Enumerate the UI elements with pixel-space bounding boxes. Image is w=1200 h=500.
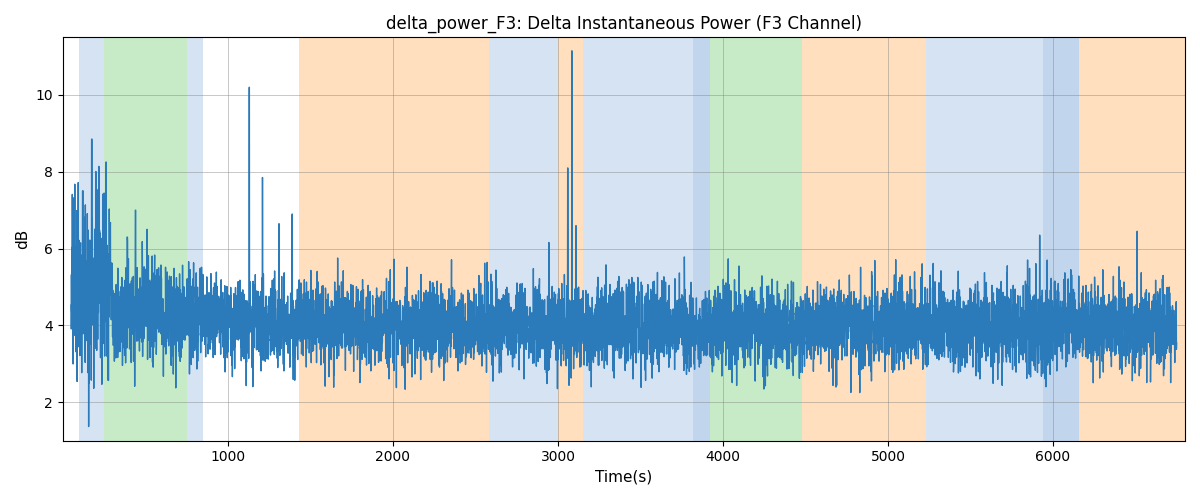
Bar [488,38,558,440]
Bar [299,38,330,440]
Bar [583,38,694,440]
Bar [558,38,583,440]
Bar [187,38,203,440]
Bar [835,38,926,440]
Bar [802,38,835,440]
Title: delta_power_F3: Delta Instantaneous Power (F3 Channel): delta_power_F3: Delta Instantaneous Powe… [386,15,862,34]
Bar [694,38,709,440]
Bar [709,38,802,440]
Bar [926,38,1043,440]
Bar [1043,38,1079,440]
Bar [330,38,488,440]
Y-axis label: dB: dB [16,229,30,249]
Bar [79,38,104,440]
Bar [104,38,187,440]
Bar [1079,38,1184,440]
X-axis label: Time(s): Time(s) [595,470,653,485]
